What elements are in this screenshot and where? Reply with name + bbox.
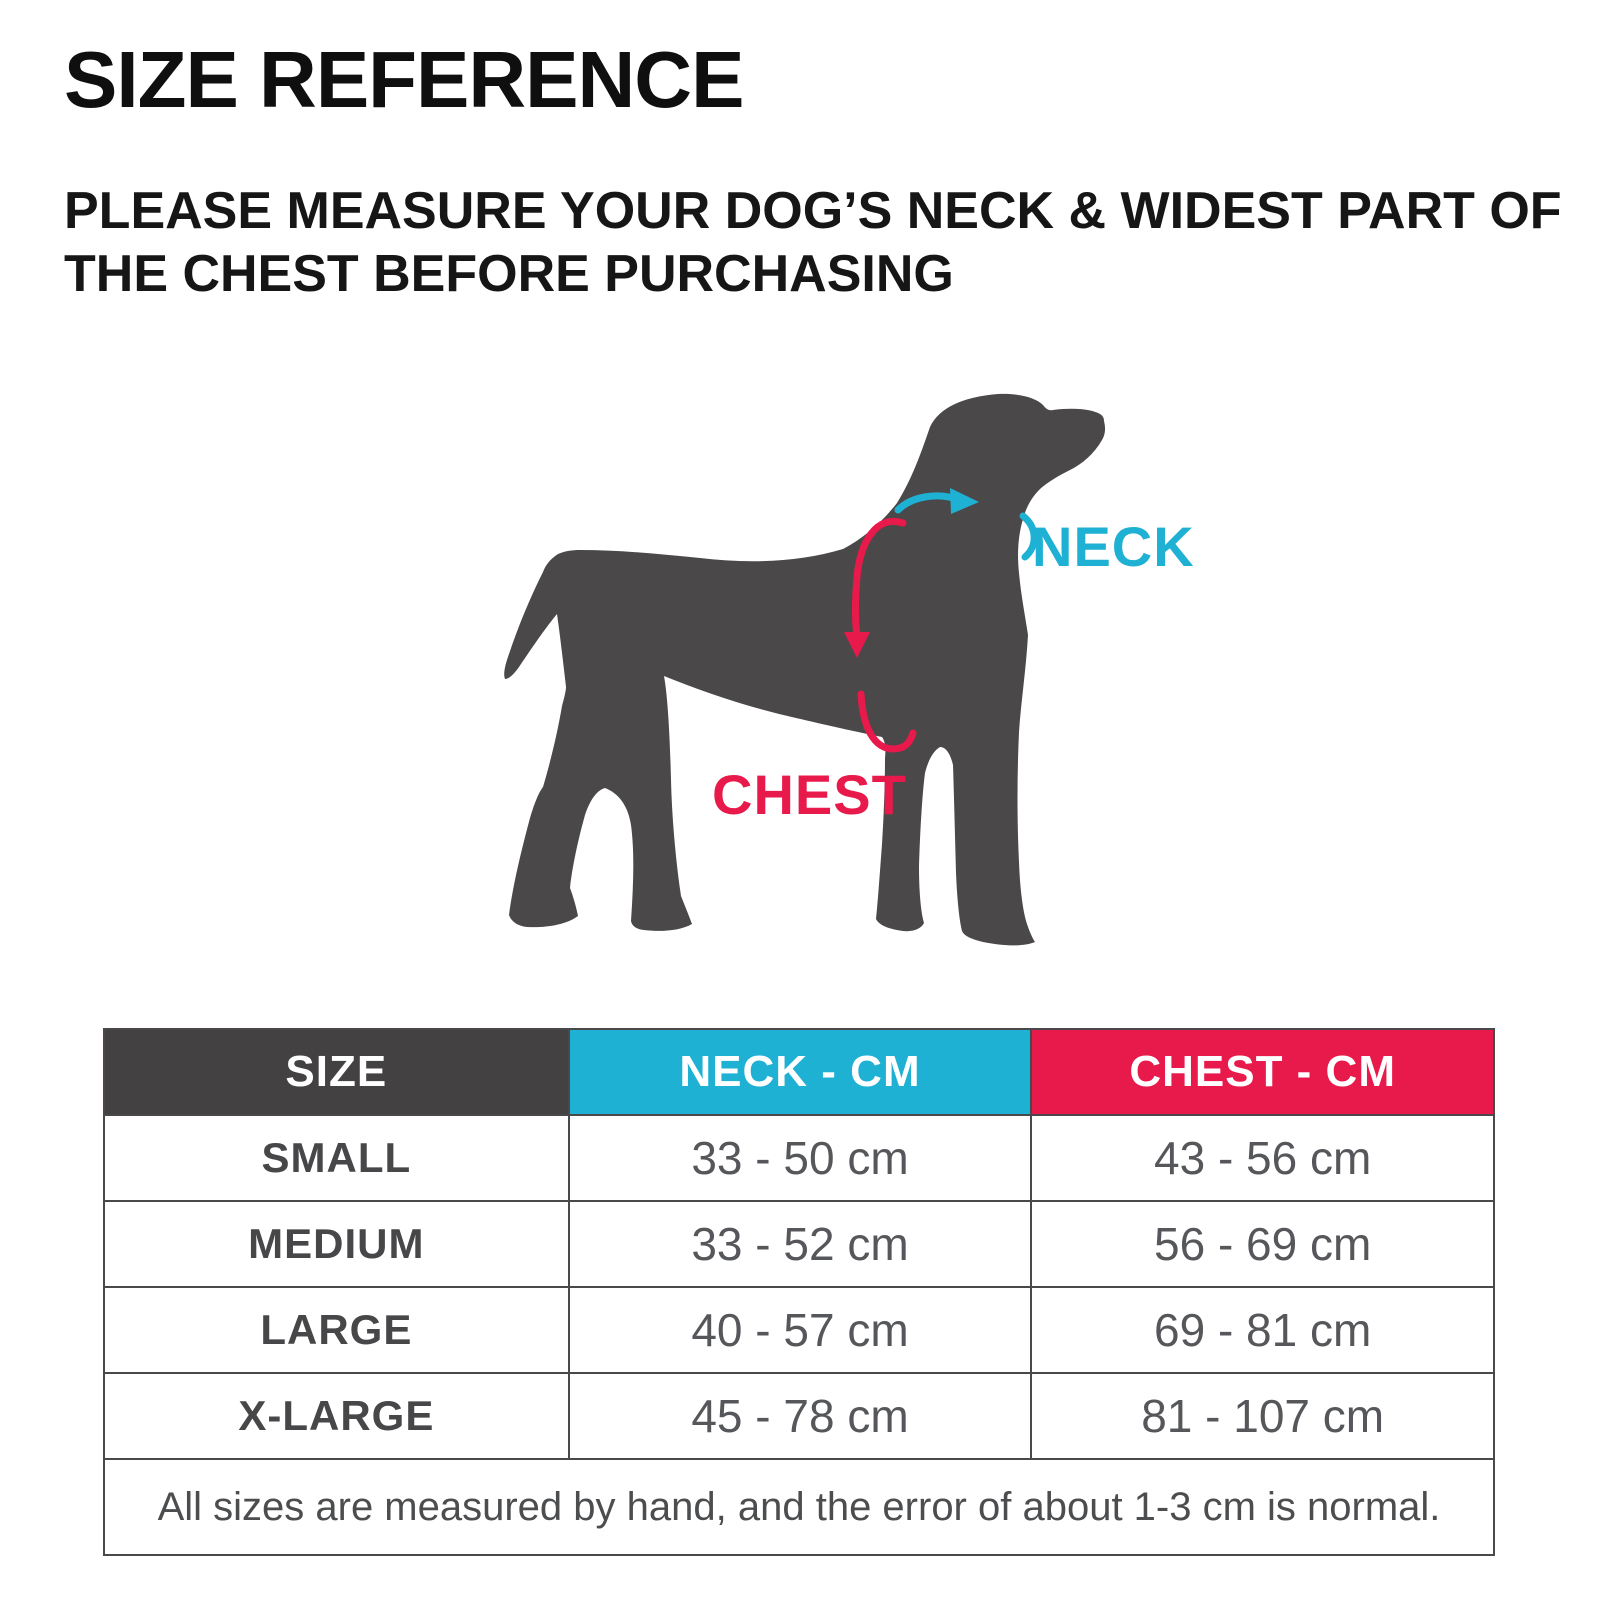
chest-measure-arrow-icon (844, 517, 917, 753)
row-large-chest-value: 69 - 81 cm (1030, 1286, 1493, 1372)
row-large-neck-value: 40 - 57 cm (567, 1286, 1031, 1372)
neck-label: NECK (1032, 515, 1195, 578)
chest-label: CHEST (712, 763, 907, 826)
row-xlarge-label: X-LARGE (105, 1372, 568, 1458)
subtitle-line-1: PLEASE MEASURE YOUR DOG’S NECK & WIDEST … (64, 182, 1562, 240)
row-medium-neck-value: 33 - 52 cm (567, 1200, 1031, 1286)
size-chart-table: SIZE NECK - CM CHEST - CM SMALL 33 - 50 … (103, 1028, 1495, 1556)
table-footnote: All sizes are measured by hand, and the … (105, 1458, 1493, 1554)
neck-measure-arrow-icon (894, 488, 1038, 561)
page-subtitle: PLEASE MEASURE YOUR DOG’S NECK & WIDEST … (64, 180, 1564, 307)
row-large-label: LARGE (105, 1286, 568, 1372)
row-small-neck-value: 33 - 50 cm (567, 1114, 1031, 1200)
row-small-chest-value: 43 - 56 cm (1030, 1114, 1493, 1200)
column-header-chest: CHEST - CM (1030, 1030, 1493, 1114)
row-small-label: SMALL (105, 1114, 568, 1200)
column-header-size: SIZE (105, 1030, 568, 1114)
row-xlarge-chest-value: 81 - 107 cm (1030, 1372, 1493, 1458)
row-medium-chest-value: 56 - 69 cm (1030, 1200, 1493, 1286)
column-header-neck: NECK - CM (567, 1030, 1031, 1114)
row-medium-label: MEDIUM (105, 1200, 568, 1286)
dog-silhouette-icon (504, 393, 1106, 946)
page-title: SIZE REFERENCE (64, 35, 744, 124)
subtitle-line-2: THE CHEST BEFORE PURCHASING (64, 245, 954, 304)
row-xlarge-neck-value: 45 - 78 cm (567, 1372, 1031, 1458)
